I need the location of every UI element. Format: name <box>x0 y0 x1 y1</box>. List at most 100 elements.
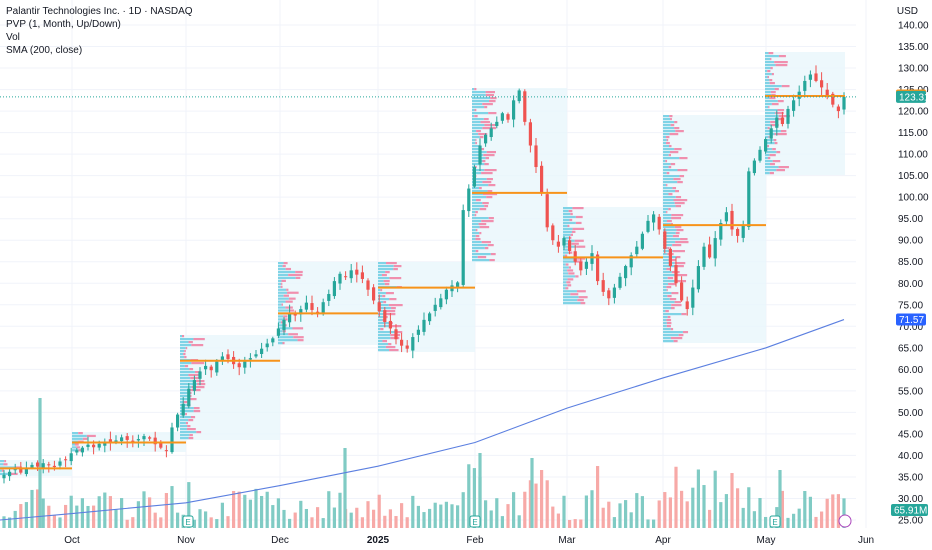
profile-down-bar <box>194 371 201 374</box>
profile-up-bar <box>472 184 489 187</box>
candle-body <box>276 328 280 336</box>
candle-body <box>243 361 247 368</box>
profile-up-bar <box>563 272 569 275</box>
profile-down-bar <box>283 262 288 265</box>
candle-body <box>691 287 695 308</box>
profile-up-bar <box>278 336 294 339</box>
candle-body <box>618 276 622 288</box>
profile-up-bar <box>663 301 675 304</box>
symbol-title[interactable]: Palantir Technologies Inc. · 1D · NASDAQ <box>6 6 193 17</box>
profile-up-bar <box>765 109 778 112</box>
price-tick-label: 100.00 <box>898 193 929 204</box>
candle-body <box>562 238 566 246</box>
profile-up-bar <box>663 205 676 208</box>
volume-bar <box>86 505 90 528</box>
profile-down-bar <box>86 434 96 438</box>
profile-up-bar <box>563 281 567 284</box>
profile-up-bar <box>472 112 489 115</box>
profile-up-bar <box>180 374 189 377</box>
chart-legend[interactable]: Palantir Technologies Inc. · 1D · NASDAQ… <box>6 5 193 57</box>
candle-body <box>607 290 611 299</box>
profile-area <box>472 88 567 262</box>
profile-up-bar <box>663 148 675 151</box>
profile-up-bar <box>563 269 568 272</box>
volume-bar <box>243 494 247 528</box>
profile-down-bar <box>4 460 7 463</box>
price-axis[interactable]: 140.00135.00130.00125.00120.00115.00110.… <box>898 21 929 527</box>
profile-up-bar <box>663 277 668 280</box>
candle-body <box>612 287 616 298</box>
profile-up-bar <box>278 282 282 285</box>
profile-up-bar <box>663 331 683 334</box>
profile-down-bar <box>484 169 497 172</box>
candle-body <box>19 467 23 473</box>
profile-up-bar <box>378 331 397 334</box>
profile-down-bar <box>770 163 775 166</box>
dividend-icon <box>838 514 852 528</box>
profile-up-bar <box>663 259 669 262</box>
candle-body <box>741 225 745 238</box>
profile-up-bar <box>72 449 79 452</box>
candle-body <box>713 238 717 259</box>
indicator-sma[interactable]: SMA (200, close) <box>6 45 83 56</box>
candle-body <box>181 403 185 416</box>
profile-up-bar <box>663 235 673 238</box>
candle-body <box>136 439 140 441</box>
candle-body <box>657 216 661 230</box>
volume-bar <box>764 516 768 528</box>
time-axis[interactable]: Oct Nov Dec 2025 Feb Mar Apr May Jun <box>64 535 874 546</box>
profile-down-bar <box>569 218 573 222</box>
profile-down-bar <box>678 334 684 337</box>
volume-bar <box>792 513 796 528</box>
profile-up-bar <box>663 157 680 160</box>
profile-down-bar <box>773 139 777 142</box>
profile-down-bar <box>478 223 487 226</box>
candle-body <box>428 313 432 322</box>
profile-up-bar <box>663 241 676 244</box>
profile-down-bar <box>674 301 682 304</box>
candle-body <box>472 167 476 187</box>
profile-down-bar <box>673 199 688 202</box>
profile-up-bar <box>180 422 186 425</box>
indicator-vol[interactable]: Vol <box>6 32 20 43</box>
indicator-pvp[interactable]: PVP (1, Month, Up/Down) <box>6 19 121 30</box>
candle-body <box>433 304 437 311</box>
profile-down-bar <box>489 259 495 262</box>
candle-body <box>304 302 308 310</box>
profile-up-bar <box>180 338 194 341</box>
volume-bar <box>108 496 112 528</box>
profile-down-bar <box>488 112 497 115</box>
volume-bar <box>316 507 320 528</box>
profile-up-bar <box>663 229 677 232</box>
profile-down-bar <box>388 343 392 346</box>
profile-down-bar <box>675 241 689 244</box>
profile-up-bar <box>472 208 480 211</box>
profile-down-bar <box>676 229 684 232</box>
profile-up-bar <box>278 264 283 268</box>
profile-up-bar <box>663 154 669 157</box>
volume-bar <box>19 504 23 528</box>
volume-bar <box>702 485 706 528</box>
profile-down-bar <box>282 264 286 268</box>
profile-down-bar <box>485 94 495 97</box>
profile-up-bar <box>563 248 569 251</box>
profile-up-bar <box>663 292 672 295</box>
profile-up-bar <box>278 339 298 342</box>
volume-bar <box>624 500 628 528</box>
profile-down-bar <box>475 238 481 241</box>
profile-up-bar <box>663 121 675 124</box>
volume-bar <box>495 498 499 528</box>
candle-body <box>842 96 846 110</box>
profile-down-bar <box>486 151 496 154</box>
candle-body <box>696 266 700 290</box>
profile-down-bar <box>78 449 82 452</box>
profile-up-bar <box>472 121 481 124</box>
profile-down-bar <box>667 247 670 250</box>
candle-body <box>831 93 835 105</box>
volume-bar <box>125 519 129 528</box>
price-tick-label: 130.00 <box>898 64 929 75</box>
profile-up-bar <box>563 209 569 213</box>
profile-down-bar <box>188 341 193 344</box>
